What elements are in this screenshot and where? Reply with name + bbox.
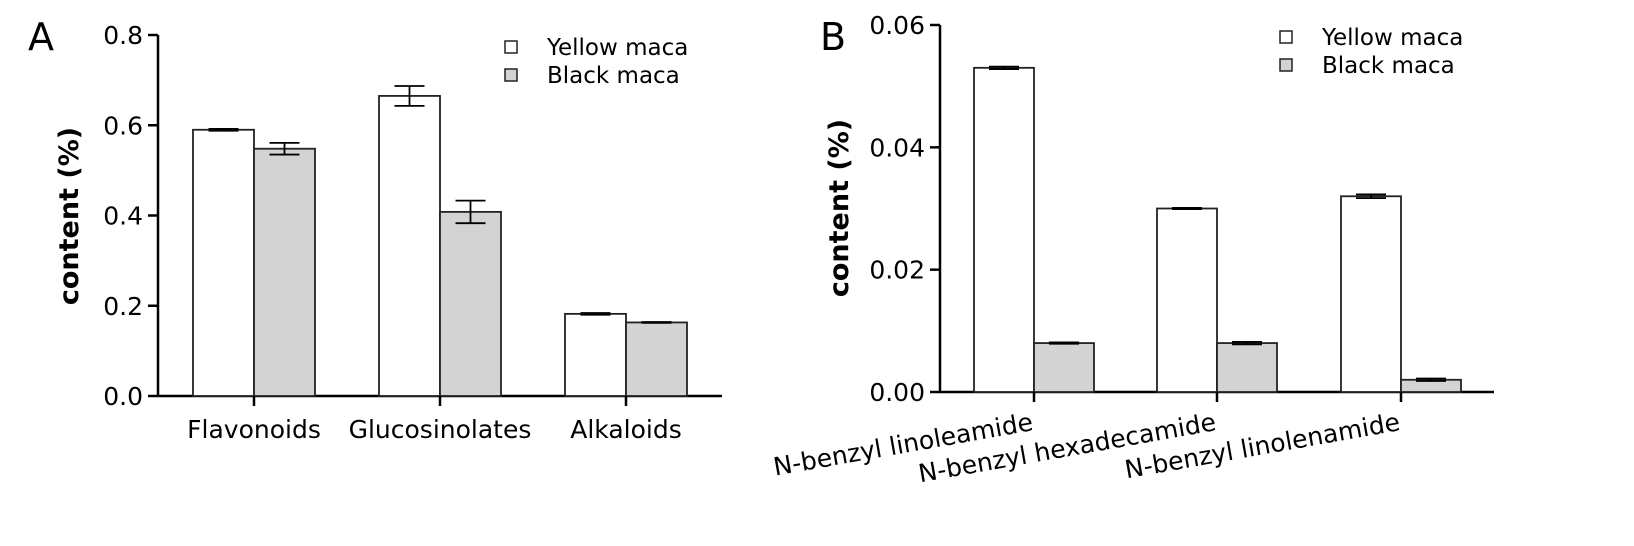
bar-yellow-maca <box>192 128 255 397</box>
y-tick-label: 0.2 <box>103 292 143 321</box>
legend-swatch-yellow-maca <box>504 40 518 54</box>
y-tick-label: 0.6 <box>103 111 143 140</box>
y-axis-label: content (%) <box>54 127 85 305</box>
legend-label-yellow-maca: Yellow maca <box>1321 25 1463 51</box>
x-tick-label: Glucosinolates <box>349 415 532 444</box>
bar-yellow-maca <box>973 66 1035 393</box>
bar-yellow-maca <box>564 312 627 397</box>
bar-yellow-maca <box>1340 195 1402 393</box>
y-tick-label: 0.4 <box>103 202 143 231</box>
bar-black-maca <box>1216 342 1278 393</box>
bar-yellow-maca <box>378 95 441 397</box>
x-tick-label: Flavonoids <box>187 415 321 444</box>
bar-black-maca <box>625 321 688 397</box>
bar-black-maca <box>439 210 502 397</box>
y-tick-label: 0.00 <box>869 378 925 407</box>
y-tick-label: 0.0 <box>103 382 143 411</box>
legend-swatch-black-maca <box>504 68 518 82</box>
legend-swatch-yellow-maca <box>1279 30 1293 44</box>
panel-label-a: A <box>28 15 54 59</box>
legend-label-black-maca: Black maca <box>1322 53 1455 79</box>
bar-black-maca <box>1033 342 1095 393</box>
chart-panel-a: A 0.0 0.2 0.4 0.6 0.8 content (%) Flavonoids Gl… <box>28 15 722 444</box>
x-tick-label: Alkaloids <box>570 415 682 444</box>
legend-label-black-maca: Black maca <box>547 63 680 89</box>
y-tick-label: 0.8 <box>103 21 143 50</box>
y-tick-label: 0.02 <box>869 256 925 285</box>
bar-black-maca <box>253 147 316 397</box>
legend-label-yellow-maca: Yellow maca <box>546 35 688 61</box>
y-axis-label: content (%) <box>824 119 855 297</box>
bar-yellow-maca <box>1156 207 1218 393</box>
y-tick-label: 0.06 <box>869 11 925 40</box>
y-tick-label: 0.04 <box>869 133 925 162</box>
legend-swatch-black-maca <box>1279 58 1293 72</box>
panel-label-b: B <box>820 15 846 59</box>
